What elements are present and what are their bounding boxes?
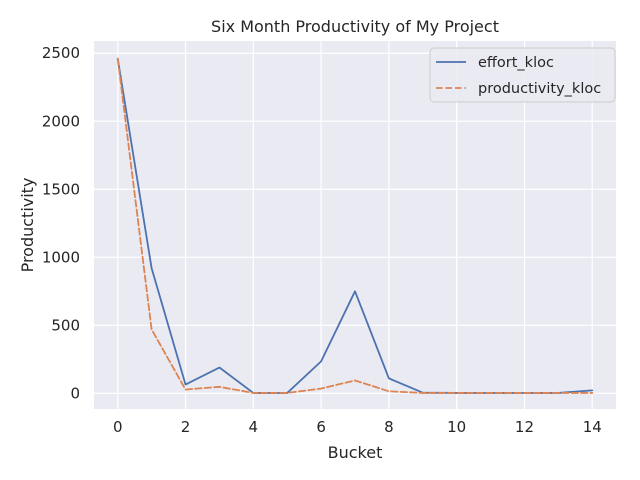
- legend-label-productivity_kloc: productivity_kloc: [478, 81, 601, 97]
- x-tick-label: 6: [316, 418, 326, 436]
- series-line-effort_kloc: [116, 57, 594, 394]
- x-tick-label: 0: [113, 418, 123, 436]
- legend-label-effort_kloc: effort_kloc: [478, 55, 554, 71]
- legend-box: [429, 47, 616, 103]
- x-tick-label: 12: [515, 418, 534, 436]
- x-axis-label: Bucket: [328, 443, 383, 462]
- y-tick-label: 500: [51, 316, 80, 334]
- y-tick-label: 0: [70, 384, 80, 402]
- y-tick-label: 2500: [42, 44, 80, 62]
- y-tick-label: 1000: [42, 248, 80, 266]
- x-tick-label: 4: [249, 418, 259, 436]
- series-line-productivity_kloc: [116, 57, 594, 394]
- y-tick-label: 2000: [42, 112, 80, 130]
- y-axis-label: Productivity: [18, 178, 37, 273]
- x-tick-label: 2: [181, 418, 191, 436]
- x-tick-label: 10: [447, 418, 466, 436]
- legend: effort_kloc productivity_kloc: [429, 47, 616, 103]
- x-axis-ticks: 0 2 4 6 8 10 12 14: [113, 418, 602, 436]
- chart-title: Six Month Productivity of My Project: [211, 17, 499, 36]
- x-tick-label: 8: [384, 418, 394, 436]
- series-layer: [116, 57, 594, 394]
- y-tick-label: 1500: [42, 180, 80, 198]
- x-tick-label: 14: [583, 418, 602, 436]
- y-axis-ticks: 0 500 1000 1500 2000 2500: [42, 44, 80, 402]
